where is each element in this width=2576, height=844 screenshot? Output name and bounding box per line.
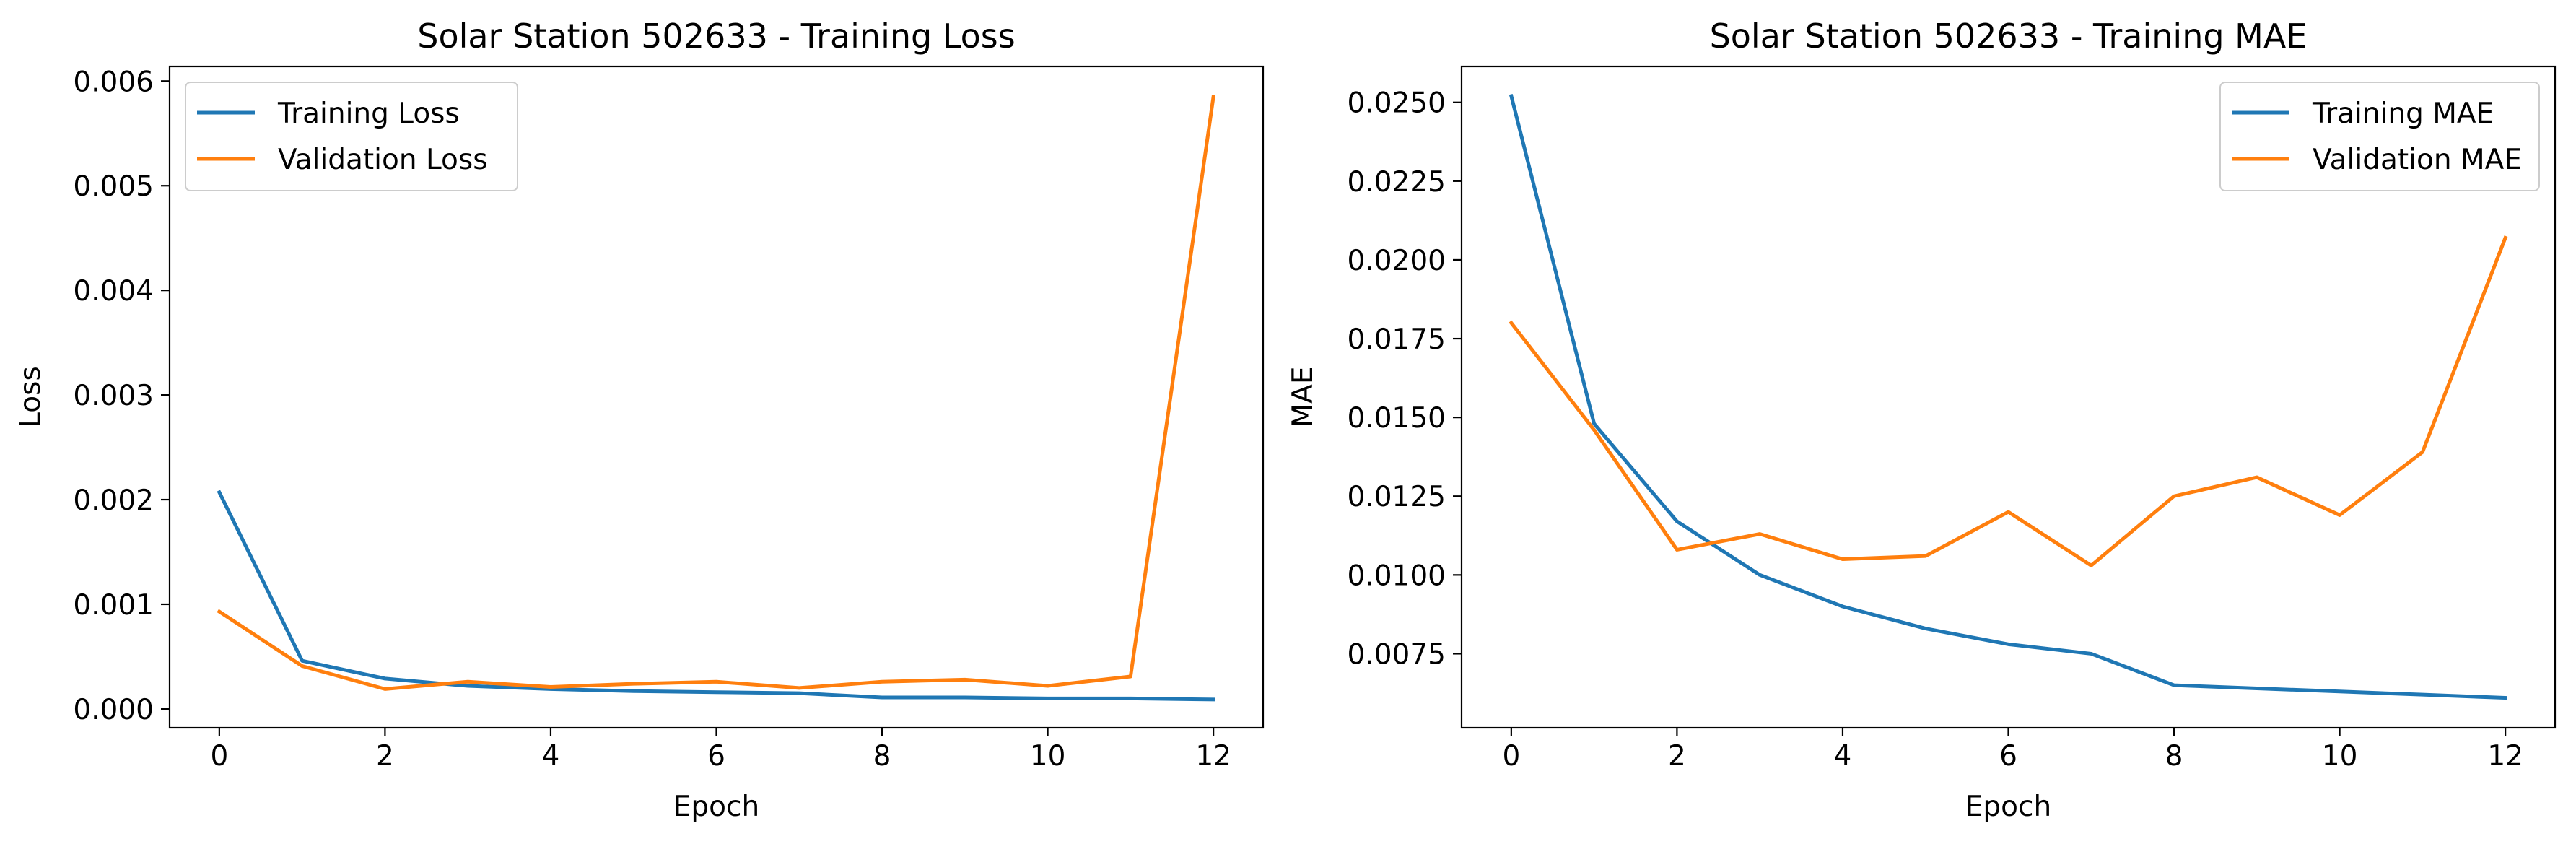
x-tick-label: 10	[2322, 740, 2358, 773]
chart-2: 0 2 4 6 8 10 12 0.0075 0.0100 0.0125 0.0150 0.0175 0…	[1287, 17, 2557, 823]
legend: Training Loss Validation Loss	[185, 82, 518, 191]
y-tick-label: 0.005	[73, 170, 154, 203]
y-tick-label: 0.0150	[1348, 402, 1446, 435]
y-tick-label: 0.003	[73, 380, 154, 412]
y-tick-label: 0.004	[73, 275, 154, 308]
series-line-2	[1509, 235, 2508, 567]
y-tick-label: 0.006	[73, 66, 154, 98]
chart-1: 0 2 4 6 8 10 12 0.000 0.001 0.002 0.003 0.004 0.005 0…	[14, 17, 1265, 823]
x-tick-label: 6	[1999, 740, 2017, 773]
y-tick-label: 0.0225	[1348, 166, 1446, 199]
y-tick-label: 0.0125	[1348, 481, 1446, 513]
x-tick-label: 6	[707, 740, 725, 773]
x-tick-label: 0	[210, 740, 228, 773]
y-tick-label: 0.0200	[1348, 245, 1446, 277]
chart-title: Solar Station 502633 - Training MAE	[1710, 17, 2308, 56]
series-line-1	[1509, 93, 2507, 700]
x-tick-label: 12	[1195, 740, 1231, 773]
legend: Training MAE Validation MAE	[2219, 82, 2540, 191]
x-tick-label: 4	[1834, 740, 1852, 773]
x-tick-label: 10	[1030, 740, 1066, 773]
legend-label-1: Training MAE	[2312, 97, 2494, 130]
y-tick-label: 0.002	[73, 484, 154, 517]
y-tick-label: 0.0100	[1348, 560, 1446, 592]
y-tick-label: 0.0250	[1348, 87, 1446, 120]
x-tick-label: 0	[1502, 740, 1520, 773]
y-tick-label: 0.0175	[1348, 323, 1446, 356]
y-axis-label: Loss	[14, 366, 47, 428]
x-tick-label: 4	[542, 740, 560, 773]
legend-label-2: Validation Loss	[278, 144, 488, 176]
y-tick-label: 0.000	[73, 694, 154, 726]
x-tick-label: 8	[873, 740, 891, 773]
legend-box	[185, 82, 518, 191]
legend-label-1: Training Loss	[277, 97, 460, 130]
legend-box	[2219, 82, 2540, 191]
plot-area	[217, 95, 1215, 702]
x-tick-label: 12	[2487, 740, 2523, 773]
x-axis-label: Epoch	[673, 791, 759, 823]
x-tick-label: 2	[1668, 740, 1686, 773]
y-tick-label: 0.0075	[1348, 638, 1446, 671]
x-axis-label: Epoch	[1965, 791, 2051, 823]
x-tick-label: 2	[376, 740, 394, 773]
legend-label-2: Validation MAE	[2313, 144, 2522, 176]
x-tick-label: 8	[2165, 740, 2183, 773]
y-axis-label: MAE	[1287, 367, 1319, 428]
chart-title: Solar Station 502633 - Training Loss	[417, 17, 1015, 56]
series-line-2	[217, 95, 1215, 691]
series-line-1	[217, 490, 1215, 702]
plot-area	[1509, 93, 2508, 700]
y-tick-label: 0.001	[73, 589, 154, 622]
